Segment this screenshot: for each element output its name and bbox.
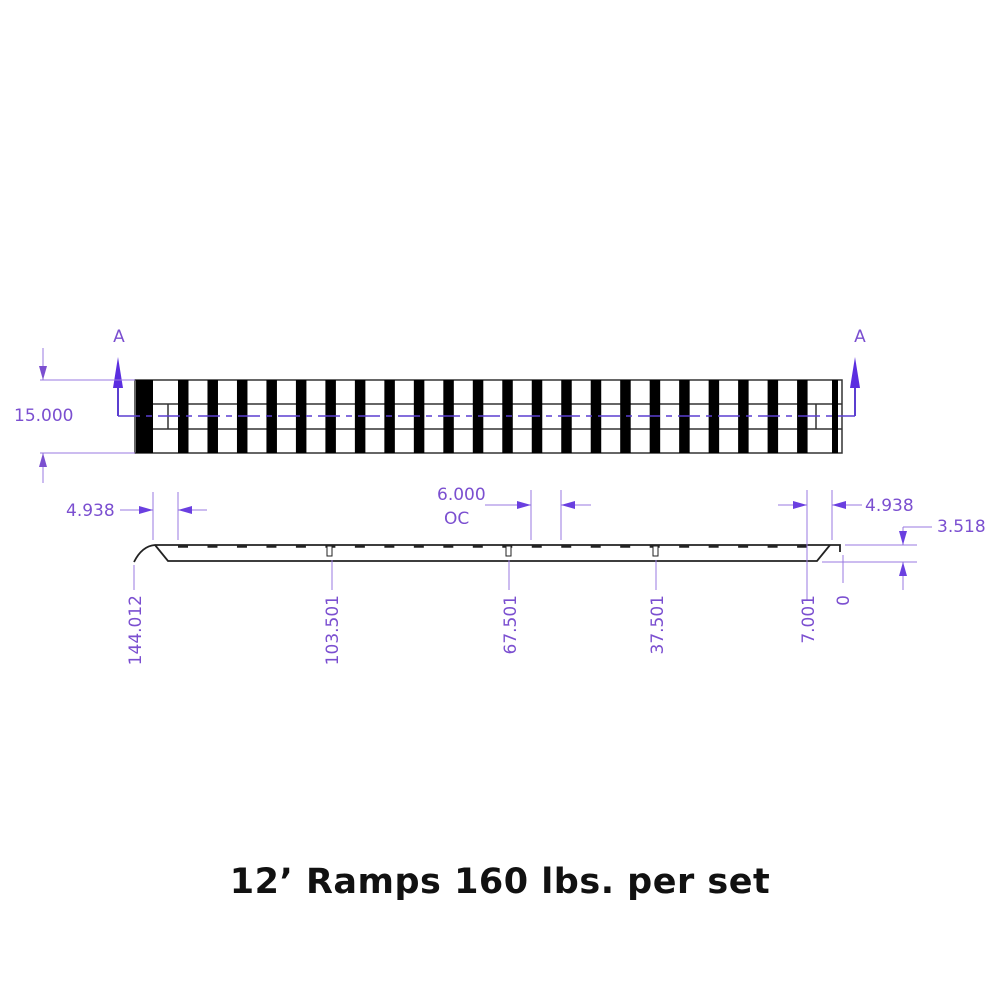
rung xyxy=(590,380,602,453)
page-title: 12’ Ramps 160 lbs. per set xyxy=(229,862,771,902)
end-bar xyxy=(832,380,838,453)
arrow-icon xyxy=(39,366,47,380)
ordinate-label: 67.501 xyxy=(501,595,521,654)
left-offset-dimension: 4.938 xyxy=(66,501,115,521)
ordinate-label: 0 xyxy=(834,595,854,606)
spacing-note: OC xyxy=(444,509,469,529)
section-label: A xyxy=(113,327,125,347)
ramp-lip xyxy=(832,544,841,552)
rung xyxy=(708,380,720,453)
support-tab xyxy=(652,545,659,557)
ordinate-label: 7.001 xyxy=(799,595,819,644)
ordinate-label: 103.501 xyxy=(323,595,343,665)
support-tab xyxy=(326,545,333,557)
ordinate-label: 144.012 xyxy=(126,595,146,665)
ordinate-label: 37.501 xyxy=(648,595,668,654)
right-offset-dimension: 4.938 xyxy=(865,496,914,516)
end-bar xyxy=(136,380,153,453)
spacing-dimension: 6.000 xyxy=(437,485,486,505)
rung xyxy=(178,380,189,453)
section-label: A xyxy=(854,327,866,347)
arrow-icons xyxy=(139,501,907,576)
ramp-bottom-edge xyxy=(154,544,831,562)
section-arrow-icon xyxy=(850,357,860,388)
side-view: 4.938 6.000 OC 4.938 3.518 144.012 103.5… xyxy=(66,485,986,665)
rung xyxy=(295,380,307,453)
ramp-top-edge xyxy=(133,544,832,563)
width-dimension: 15.000 xyxy=(14,406,73,426)
rung xyxy=(620,380,631,453)
arrow-icon xyxy=(39,453,47,467)
rung xyxy=(738,380,749,453)
section-arrow-icon xyxy=(113,357,123,388)
top-view: A A 15.000 xyxy=(14,327,866,483)
height-dimension: 3.518 xyxy=(937,517,986,537)
support-tab xyxy=(505,545,512,557)
